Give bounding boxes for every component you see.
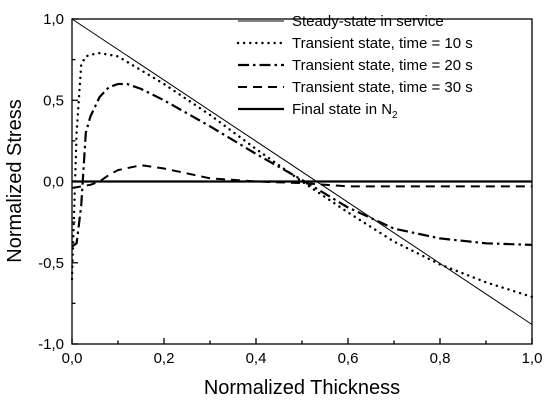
x-tick-label: 0,8 — [430, 350, 451, 367]
y-tick-label: 0,5 — [43, 92, 64, 109]
axis-ticks — [71, 18, 533, 345]
y-tick-label: -1,0 — [38, 336, 64, 353]
plot-curves — [70, 18, 534, 325]
x-axis-title: Normalized Thickness — [204, 377, 400, 399]
legend-subscript: 2 — [392, 110, 398, 121]
series-line-transient-10s — [70, 51, 534, 299]
y-axis-title: Normalized Stress — [4, 99, 26, 262]
series-line-transient-30s — [71, 164, 532, 189]
series-line-transient-20s — [71, 82, 533, 248]
x-tick-labels: 0,0 0,2 0,4 0,6 0,8 1,0 — [62, 350, 543, 367]
legend-label-steady-state: Steady-state in service — [292, 13, 444, 30]
y-tick-label: -0,5 — [38, 255, 64, 272]
y-tick-label: 1,0 — [43, 11, 64, 28]
x-tick-label: 0,0 — [62, 350, 83, 367]
legend-label-transient-20s: Transient state, time = 20 s — [292, 57, 473, 74]
x-tick-label: 1,0 — [522, 350, 543, 367]
y-tick-labels: 1,0 0,5 0,0 -0,5 -1,0 — [38, 11, 64, 353]
x-tick-label: 0,6 — [338, 350, 359, 367]
legend-label-transient-30s: Transient state, time = 30 s — [292, 79, 473, 96]
legend-label-transient-10s: Transient state, time = 10 s — [292, 35, 473, 52]
legend: Steady-state in service Transient state, … — [236, 13, 473, 121]
y-tick-label: 0,0 — [43, 174, 64, 191]
series-line-steady-state — [71, 18, 533, 325]
legend-label-final-state: Final state in N2 — [292, 101, 398, 121]
x-tick-label: 0,2 — [154, 350, 175, 367]
x-tick-label: 0,4 — [246, 350, 267, 367]
